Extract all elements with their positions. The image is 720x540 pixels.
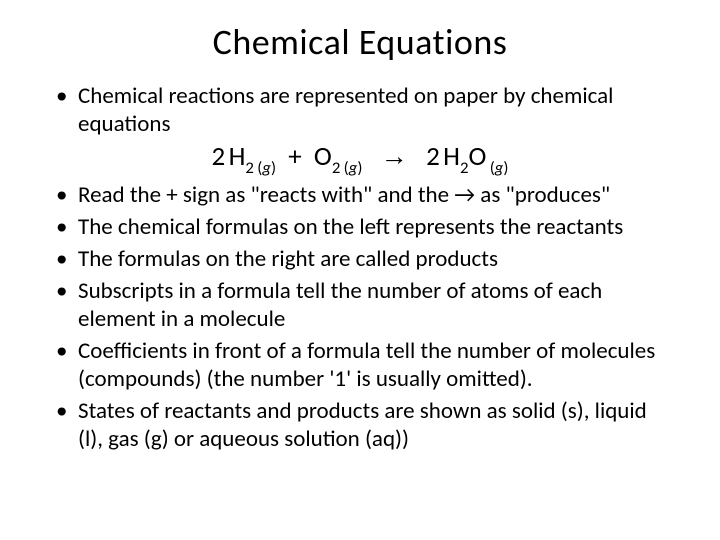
coeff: 2 xyxy=(426,140,440,173)
bullet-item: Chemical reactions are represented on pa… xyxy=(50,82,670,177)
state-paren: ) xyxy=(357,158,362,178)
arrow-icon: → xyxy=(381,141,408,171)
bullet-text: The chemical formulas on the left repres… xyxy=(78,213,623,241)
bullet-item: States of reactants and products are sho… xyxy=(50,397,670,453)
species: O xyxy=(468,140,486,173)
bullet-item: The formulas on the right are called pro… xyxy=(50,245,670,273)
state-paren: ) xyxy=(503,158,508,178)
bullet-list: Chemical reactions are represented on pa… xyxy=(50,82,670,453)
bullet-item: The chemical formulas on the left repres… xyxy=(50,213,670,241)
subscript: 2 xyxy=(245,158,253,178)
state: g xyxy=(262,158,271,178)
coeff: 2 xyxy=(212,140,226,173)
bullet-text: Subscripts in a formula tell the number … xyxy=(78,277,602,333)
species: H xyxy=(443,140,460,173)
bullet-item: Subscripts in a formula tell the number … xyxy=(50,277,670,333)
chemical-equation: 2 H2 (g) + O2 (g) → 2 H2O (g) xyxy=(50,140,670,177)
species: O xyxy=(314,140,332,173)
bullet-text: Coefficients in front of a formula tell … xyxy=(78,337,655,393)
plus-sign: + xyxy=(288,140,301,173)
species: H xyxy=(229,140,246,173)
bullet-text: Chemical reactions are represented on pa… xyxy=(78,82,613,138)
bullet-text: The formulas on the right are called pro… xyxy=(78,245,498,273)
state-paren: ) xyxy=(271,158,276,178)
subscript: 2 xyxy=(460,158,468,178)
slide-title: Chemical Equations xyxy=(50,20,670,64)
subscript: 2 xyxy=(332,158,340,178)
bullet-text: States of reactants and products are sho… xyxy=(78,397,647,453)
bullet-item: Coefficients in front of a formula tell … xyxy=(50,337,670,393)
slide: Chemical Equations Chemical reactions ar… xyxy=(0,0,720,540)
state-paren: ( xyxy=(344,158,349,178)
bullet-item: Read the + sign as "reacts with" and the… xyxy=(50,181,670,209)
bullet-text: Read the + sign as "reacts with" and the… xyxy=(78,181,610,209)
